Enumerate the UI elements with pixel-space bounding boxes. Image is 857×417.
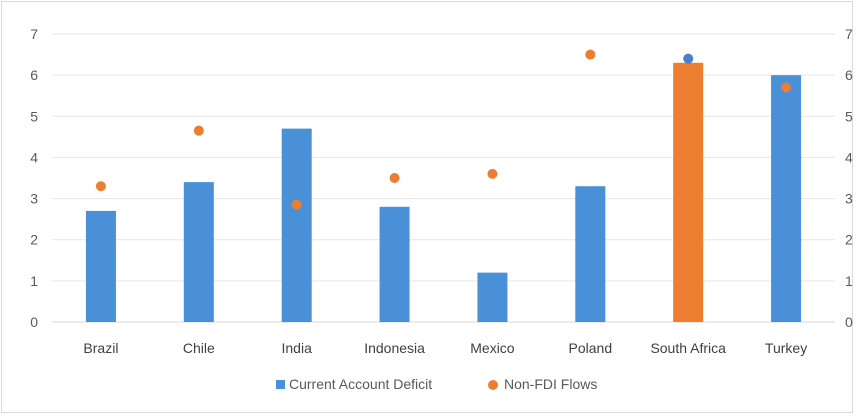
data-point [95, 181, 106, 192]
x-tick-label: Mexico [470, 340, 515, 356]
legend-label-non-fdi-flows: Non-FDI Flows [504, 376, 597, 392]
x-tick-label: Indonesia [364, 340, 425, 356]
y-tick-label-right: 1 [845, 273, 853, 289]
data-point [585, 49, 596, 60]
legend-label-current-account-deficit: Current Account Deficit [289, 376, 432, 392]
x-tick-label: India [282, 340, 313, 356]
y-tick-label-left: 2 [30, 232, 38, 248]
y-tick-label-right: 6 [845, 67, 853, 83]
x-tick-label: Poland [569, 340, 613, 356]
bar [281, 128, 312, 322]
y-tick-label-right: 2 [845, 232, 853, 248]
bar [673, 62, 704, 323]
bar-series [85, 62, 802, 323]
legend-swatch-dot [488, 380, 498, 390]
data-point [487, 168, 498, 179]
y-tick-label-left: 4 [30, 149, 38, 165]
y-tick-label-left: 6 [30, 67, 38, 83]
data-point [683, 53, 694, 64]
bar [477, 272, 508, 322]
gridlines [52, 33, 835, 323]
x-tick-label: Brazil [83, 340, 118, 356]
y-tick-label-right: 4 [845, 149, 853, 165]
y-tick-label-right: 0 [845, 314, 853, 330]
y-axis-left: 0 1 2 3 4 5 6 7 [30, 26, 38, 330]
y-tick-label-right: 5 [845, 108, 853, 124]
data-point [781, 82, 792, 93]
x-tick-label: South Africa [650, 340, 726, 356]
x-axis: Brazil Chile India Indonesia Mexico Poland Sou… [83, 340, 807, 356]
bar [85, 210, 116, 322]
y-tick-label-right: 7 [845, 26, 853, 42]
y-tick-label-left: 5 [30, 108, 38, 124]
data-point [389, 173, 400, 183]
y-tick-label-right: 3 [845, 191, 853, 207]
data-point [291, 199, 302, 210]
legend-swatch-bar [276, 380, 285, 389]
y-tick-label-left: 0 [30, 314, 38, 330]
y-tick-label-left: 3 [30, 191, 38, 207]
bar [771, 75, 802, 323]
point-series [95, 49, 792, 210]
bar [183, 182, 214, 322]
x-tick-label: Turkey [765, 340, 807, 356]
bar [575, 186, 606, 322]
data-point [193, 125, 204, 136]
bar [379, 206, 410, 322]
y-tick-label-left: 1 [30, 273, 38, 289]
y-axis-right: 0 1 2 3 4 5 6 7 [845, 26, 853, 330]
legend: Current Account Deficit Non-FDI Flows [276, 376, 597, 392]
x-tick-label: Chile [183, 340, 215, 356]
y-tick-label-left: 7 [30, 26, 38, 42]
